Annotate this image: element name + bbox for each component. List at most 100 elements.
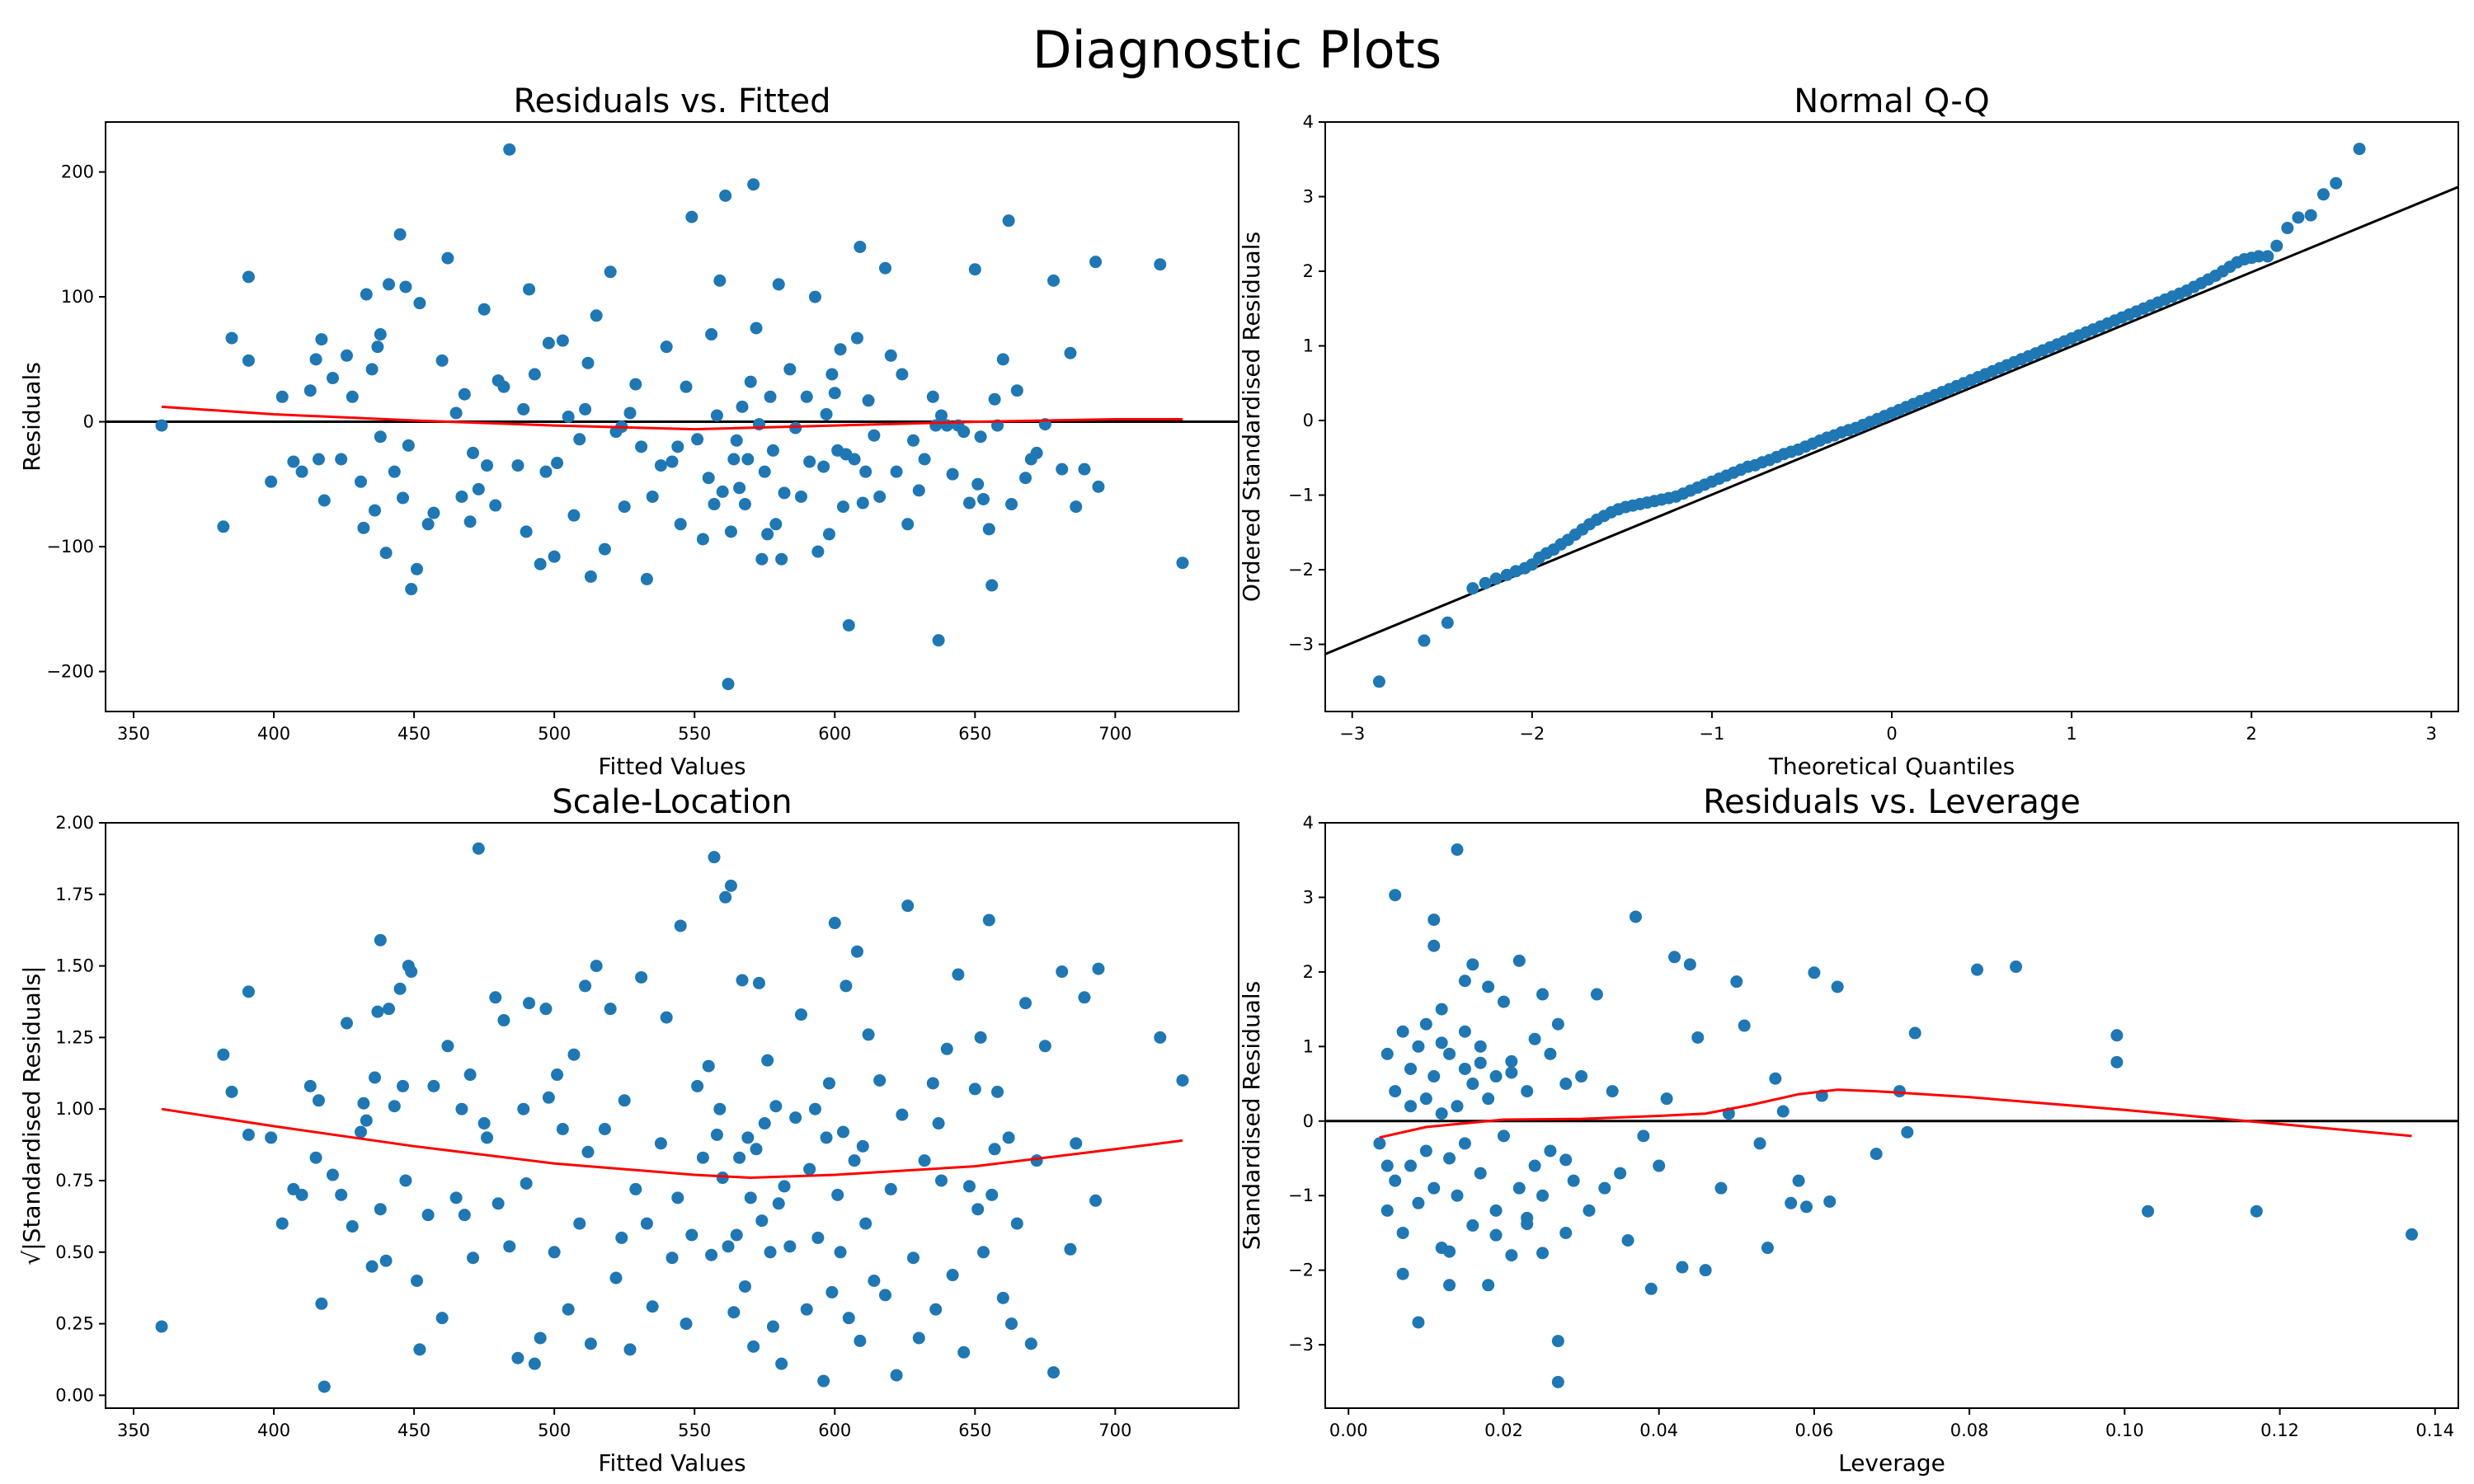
data-point (492, 1197, 505, 1210)
y-tick-label: 1.00 (55, 1099, 94, 1119)
data-point (775, 552, 788, 566)
data-point (511, 459, 524, 472)
x-tick-label: −1 (1699, 724, 1724, 744)
data-point (584, 570, 597, 583)
data-point (982, 913, 995, 927)
data-point (991, 1085, 1004, 1098)
y-tick-label: 200 (61, 162, 94, 182)
data-point (1676, 1261, 1689, 1274)
data-point (828, 387, 841, 400)
data-point (1030, 1154, 1043, 1167)
data-point (528, 368, 541, 381)
x-tick-label: 350 (117, 724, 150, 744)
data-point (719, 890, 732, 904)
data-point (1466, 1078, 1479, 1091)
x-tick-label: 1 (2066, 724, 2077, 744)
data-point (573, 1217, 586, 1230)
data-point (769, 1100, 783, 1113)
data-point (2250, 1205, 2263, 1218)
data-point (1380, 1159, 1394, 1172)
data-point (1714, 1181, 1728, 1195)
data-point (952, 968, 965, 981)
data-point (1002, 214, 1015, 228)
data-point (722, 678, 735, 691)
data-point (719, 189, 732, 202)
data-point (360, 1114, 373, 1127)
data-point (1458, 1062, 1471, 1075)
data-point (736, 400, 749, 413)
data-point (691, 1079, 704, 1092)
data-point (354, 1125, 367, 1139)
data-point (265, 1131, 278, 1144)
data-point (1419, 1144, 1432, 1158)
data-point (503, 1240, 516, 1253)
data-point (2142, 1205, 2155, 1218)
data-point (766, 444, 779, 457)
data-point (317, 494, 331, 507)
data-point (1396, 1267, 1409, 1280)
data-point (890, 465, 903, 478)
data-point (548, 550, 561, 563)
data-point (1893, 1085, 1906, 1098)
data-point (573, 433, 586, 446)
x-tick-label: 3 (2426, 724, 2437, 744)
data-point (340, 349, 353, 362)
data-point (1070, 500, 1083, 514)
data-point (581, 1145, 595, 1158)
data-point (629, 378, 642, 391)
data-point (825, 368, 839, 381)
x-tick-label: 0.14 (2415, 1421, 2454, 1440)
data-point (680, 380, 693, 393)
data-point (1427, 939, 1441, 952)
data-point (303, 1079, 317, 1092)
data-point (413, 297, 426, 310)
data-point (1435, 1107, 1448, 1120)
y-tick-label: −200 (46, 662, 94, 682)
x-tick-label: 0.12 (2260, 1421, 2299, 1440)
data-point (581, 356, 595, 369)
data-point (859, 465, 872, 478)
data-point (848, 453, 861, 466)
data-point (623, 406, 637, 420)
data-point (808, 290, 821, 303)
data-point (862, 1028, 875, 1041)
data-point (890, 1369, 903, 1382)
data-point (1389, 1174, 1402, 1187)
data-point (2261, 250, 2274, 263)
data-point (834, 343, 847, 356)
data-point (467, 446, 480, 459)
data-point (1047, 1366, 1061, 1379)
data-point (435, 354, 449, 367)
data-point (497, 1014, 510, 1027)
data-point (705, 1248, 718, 1261)
data-point (1154, 1031, 1167, 1044)
data-point (1792, 1174, 1805, 1187)
data-point (1536, 1247, 1550, 1260)
data-point (517, 1102, 530, 1115)
data-point (1019, 472, 1032, 485)
data-point (511, 1351, 524, 1364)
data-point (635, 440, 648, 453)
x-tick-label: 0.04 (1639, 1421, 1678, 1440)
data-point (1799, 1200, 1813, 1214)
data-point (393, 228, 407, 241)
data-point (685, 1228, 698, 1242)
data-point (449, 1191, 463, 1205)
x-tick-label: 400 (257, 1421, 290, 1440)
data-point (1458, 1137, 1471, 1150)
data-point (710, 409, 723, 422)
data-point (710, 1128, 723, 1141)
data-point (988, 1143, 1001, 1156)
data-point (1551, 1017, 1564, 1031)
data-point (1056, 965, 1069, 979)
data-point (2316, 188, 2330, 201)
data-point (590, 960, 603, 973)
data-point (957, 1345, 971, 1359)
data-point (906, 434, 920, 447)
x-tick-label: 2 (2246, 724, 2257, 744)
x-tick-label: 450 (397, 1421, 430, 1440)
data-point (1047, 274, 1061, 287)
data-point (1412, 1196, 1425, 1209)
data-point (427, 1079, 440, 1092)
data-point (556, 1122, 569, 1135)
